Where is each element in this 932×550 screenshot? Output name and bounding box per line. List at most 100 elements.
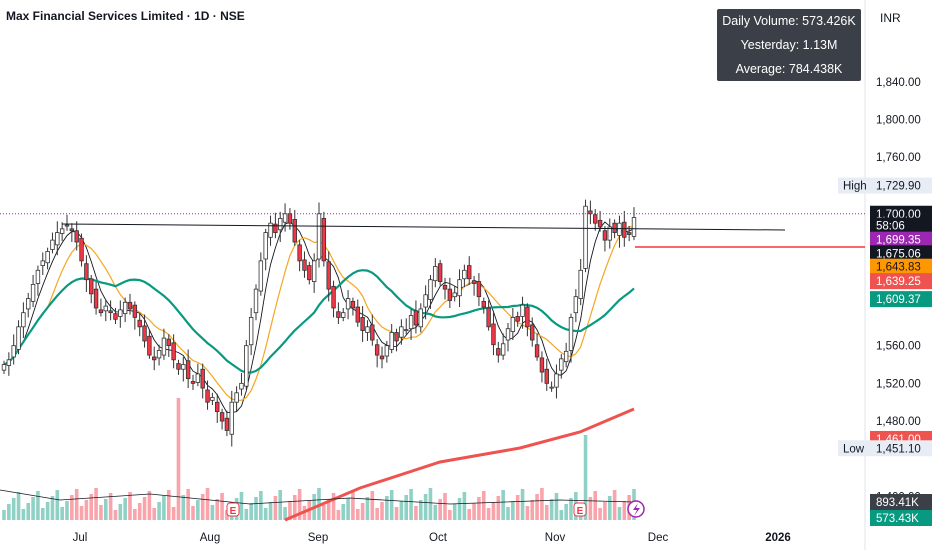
price-tag: 1,639.25	[870, 273, 932, 290]
candle-body	[336, 311, 341, 318]
candle-body	[248, 317, 254, 346]
x-tick-label: Oct	[429, 532, 448, 544]
candle	[365, 320, 370, 341]
volume-bar	[375, 508, 379, 520]
volume-bar	[273, 496, 278, 520]
earnings-icon: E	[573, 502, 587, 517]
volume-bar	[263, 508, 268, 520]
moving-averages	[0, 221, 635, 522]
volume-bar	[259, 491, 263, 520]
candle	[617, 215, 622, 248]
candle	[30, 275, 36, 308]
candle	[607, 218, 612, 249]
volume-bar	[549, 499, 554, 520]
candle-body	[413, 310, 419, 326]
candle-body	[152, 356, 157, 361]
candle-body	[234, 392, 239, 403]
candle	[554, 364, 559, 399]
candle-body	[292, 219, 297, 243]
candle	[219, 408, 225, 430]
candle-body	[321, 218, 327, 262]
candle-body	[360, 317, 365, 331]
volume-bar	[11, 498, 16, 520]
volume-bar	[103, 499, 108, 520]
volume-bar	[385, 496, 389, 520]
currency-label[interactable]: INR	[880, 11, 901, 25]
volume-bar	[191, 506, 195, 520]
candle	[89, 275, 94, 304]
price-tag: 1,675.06	[870, 245, 932, 262]
candle-body	[21, 312, 26, 328]
candle-body	[355, 306, 360, 323]
candlesticks	[1, 199, 637, 447]
candle-body	[6, 359, 12, 366]
candle	[205, 380, 210, 410]
y-tick-label: 1,560.00	[876, 341, 921, 353]
candle	[442, 277, 448, 300]
candle	[74, 221, 79, 251]
price-tag: Low 1,451.10	[838, 440, 932, 457]
price-axis[interactable]: 1,840.00 1,800.00 1,760.00 1,560.00 1,520.00…	[876, 77, 921, 504]
candle-body	[11, 345, 16, 358]
candle	[525, 303, 530, 337]
y-tick-label: 1,840.00	[876, 77, 921, 89]
candle	[113, 307, 118, 324]
candle-body	[35, 269, 41, 284]
candle	[118, 300, 123, 328]
candle-body	[607, 226, 612, 241]
candle	[500, 333, 506, 360]
candle	[418, 303, 423, 333]
candle-body	[428, 279, 433, 300]
candle-body	[268, 222, 273, 238]
price-tag-label-bg	[838, 440, 870, 457]
candle	[268, 215, 273, 246]
candle-body	[578, 269, 583, 299]
candle	[263, 228, 268, 271]
volume-bar	[55, 490, 60, 520]
candle-body	[544, 368, 549, 384]
volume-bar	[200, 494, 205, 520]
volume-tag-bg	[870, 494, 932, 510]
candle	[345, 290, 351, 320]
volume-bar	[137, 503, 142, 520]
time-axis[interactable]: Jul Aug Sep Oct Nov Dec 2026	[73, 532, 791, 544]
candle	[321, 211, 327, 267]
volume-bar	[292, 495, 297, 520]
volume-bar	[607, 496, 612, 520]
candle	[413, 300, 419, 334]
candle-body	[365, 326, 370, 333]
candle	[549, 381, 554, 392]
candle	[84, 255, 89, 292]
candle	[55, 221, 60, 256]
volume-bar	[554, 493, 559, 520]
volume-bar	[181, 495, 186, 520]
candle-body	[311, 260, 317, 282]
candle-body	[404, 329, 409, 332]
candle-body	[190, 381, 196, 384]
average-volume: Average: 784.438K	[735, 62, 843, 76]
volume-bar	[249, 503, 253, 520]
candle-body	[26, 298, 31, 310]
candle	[253, 284, 259, 321]
volume-bar	[341, 504, 346, 520]
volume-tag-bg	[870, 510, 932, 526]
volume-bar	[326, 499, 331, 520]
volume-bar	[443, 493, 447, 520]
candle	[195, 363, 201, 387]
candle-body	[476, 281, 482, 298]
candle	[292, 209, 297, 246]
daily-volume: Daily Volume: 573.426K	[722, 14, 856, 28]
candle-body	[253, 288, 259, 314]
candle	[156, 344, 162, 366]
candle-body	[486, 307, 491, 328]
price-tag-value: 1,643.83	[876, 262, 921, 274]
candle-body	[515, 316, 520, 322]
volume-bar	[418, 500, 423, 520]
candle-body	[559, 358, 564, 371]
candle	[40, 252, 45, 275]
candle-body	[224, 417, 230, 431]
candle-body	[176, 363, 181, 370]
